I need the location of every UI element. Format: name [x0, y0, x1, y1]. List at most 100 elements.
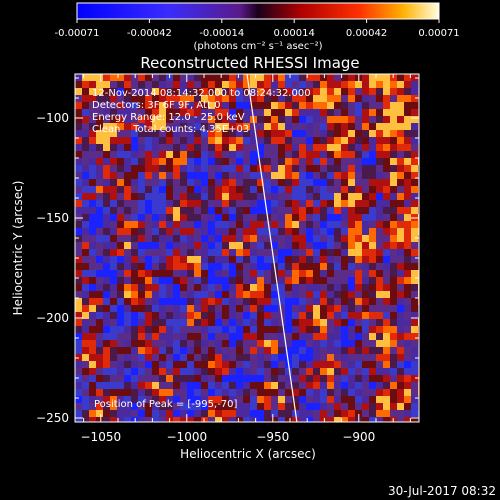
- heatmap-cell: [131, 270, 138, 277]
- heatmap-cell: [229, 172, 236, 179]
- heatmap-cell: [138, 312, 145, 319]
- heatmap-cell: [82, 200, 89, 207]
- heatmap-cell: [222, 347, 229, 354]
- heatmap-cell: [89, 368, 96, 375]
- heatmap-cell: [131, 389, 138, 396]
- heatmap-cell: [124, 305, 131, 312]
- heatmap-cell: [264, 256, 271, 263]
- heatmap-cell: [271, 242, 278, 249]
- heatmap-cell: [145, 102, 152, 109]
- heatmap-cell: [159, 403, 166, 410]
- heatmap-cell: [131, 172, 138, 179]
- heatmap-cell: [299, 361, 306, 368]
- heatmap-cell: [404, 326, 411, 333]
- heatmap-cell: [278, 144, 285, 151]
- heatmap-cell: [145, 326, 152, 333]
- heatmap-cell: [348, 200, 355, 207]
- heatmap-cell: [117, 116, 124, 123]
- heatmap-cell: [243, 165, 250, 172]
- heatmap-cell: [327, 207, 334, 214]
- heatmap-cell: [327, 340, 334, 347]
- heatmap-cell: [341, 221, 348, 228]
- heatmap-cell: [383, 116, 390, 123]
- heatmap-cell: [327, 95, 334, 102]
- heatmap-cell: [173, 74, 180, 81]
- heatmap-cell: [376, 270, 383, 277]
- heatmap-cell: [208, 368, 215, 375]
- heatmap-cell: [166, 263, 173, 270]
- heatmap-cell: [306, 102, 313, 109]
- heatmap-cell: [341, 298, 348, 305]
- heatmap-cell: [117, 256, 124, 263]
- heatmap-cell: [257, 123, 264, 130]
- heatmap-cell: [222, 109, 229, 116]
- heatmap-cell: [383, 109, 390, 116]
- heatmap-cell: [411, 242, 418, 249]
- heatmap-cell: [320, 130, 327, 137]
- heatmap-cell: [411, 347, 418, 354]
- heatmap-cell: [348, 340, 355, 347]
- heatmap-cell: [348, 144, 355, 151]
- heatmap-cell: [320, 256, 327, 263]
- heatmap-cell: [257, 333, 264, 340]
- heatmap-cell: [341, 130, 348, 137]
- heatmap-cell: [320, 319, 327, 326]
- heatmap-cell: [194, 207, 201, 214]
- annotation-clean-counts: Clean Total counts: 4.35E+03: [92, 124, 249, 135]
- heatmap-cell: [334, 312, 341, 319]
- heatmap-cell: [299, 347, 306, 354]
- heatmap-cell: [243, 151, 250, 158]
- heatmap-cell: [75, 410, 82, 417]
- heatmap-cell: [348, 319, 355, 326]
- heatmap-cell: [264, 277, 271, 284]
- heatmap-cell: [166, 228, 173, 235]
- heatmap-cell: [243, 403, 250, 410]
- heatmap-cell: [278, 74, 285, 81]
- heatmap-cell: [215, 256, 222, 263]
- heatmap-cell: [257, 158, 264, 165]
- heatmap-cell: [236, 340, 243, 347]
- heatmap-cell: [411, 116, 418, 123]
- heatmap-cell: [145, 249, 152, 256]
- heatmap-cell: [138, 333, 145, 340]
- heatmap-cell: [145, 179, 152, 186]
- heatmap-cell: [271, 417, 278, 422]
- heatmap-cell: [411, 172, 418, 179]
- heatmap-cell: [131, 137, 138, 144]
- heatmap-cell: [229, 333, 236, 340]
- heatmap-cell: [369, 382, 376, 389]
- heatmap-cell: [110, 228, 117, 235]
- heatmap-cell: [208, 354, 215, 361]
- heatmap-cell: [124, 95, 131, 102]
- heatmap-cell: [215, 396, 222, 403]
- heatmap-cell: [278, 193, 285, 200]
- heatmap-cell: [138, 165, 145, 172]
- heatmap-cell: [124, 277, 131, 284]
- heatmap-cell: [264, 95, 271, 102]
- heatmap-cell: [369, 221, 376, 228]
- heatmap-cell: [138, 214, 145, 221]
- heatmap-cell: [348, 312, 355, 319]
- heatmap-cell: [369, 207, 376, 214]
- heatmap-cell: [271, 151, 278, 158]
- heatmap-cell: [159, 193, 166, 200]
- heatmap-cell: [313, 81, 320, 88]
- heatmap-cell: [187, 158, 194, 165]
- heatmap-cell: [271, 354, 278, 361]
- heatmap-cell: [187, 221, 194, 228]
- heatmap-cell: [285, 298, 292, 305]
- heatmap-cell: [145, 242, 152, 249]
- heatmap-cell: [369, 361, 376, 368]
- heatmap-cell: [320, 340, 327, 347]
- heatmap-cell: [201, 130, 208, 137]
- heatmap-cell: [166, 214, 173, 221]
- heatmap-cell: [257, 382, 264, 389]
- heatmap-cell: [313, 214, 320, 221]
- heatmap-cell: [390, 389, 397, 396]
- heatmap-cell: [173, 186, 180, 193]
- heatmap-cell: [299, 249, 306, 256]
- heatmap-cell: [96, 207, 103, 214]
- heatmap-cell: [306, 172, 313, 179]
- heatmap-cell: [313, 361, 320, 368]
- heatmap-cell: [376, 130, 383, 137]
